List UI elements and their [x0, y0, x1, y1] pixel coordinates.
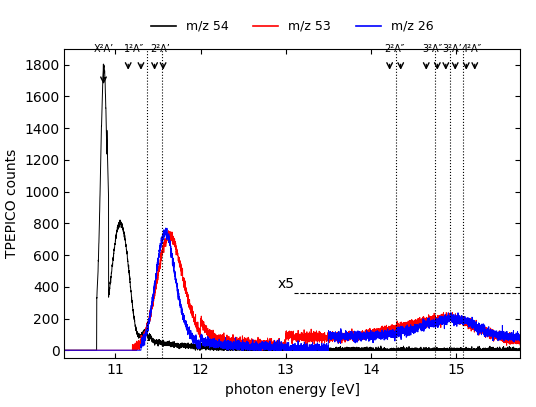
- Line: m/z 53: m/z 53: [64, 231, 520, 350]
- Line: m/z 26: m/z 26: [64, 228, 520, 350]
- m/z 54: [125, 263, 132, 267]
- Text: 2²A″: 2²A″: [384, 44, 405, 54]
- m/z 53: [165, 228, 172, 233]
- m/z 54: [61, 348, 68, 353]
- m/z 26: [125, 348, 132, 353]
- Text: x5: x5: [277, 277, 294, 291]
- m/z 53: [61, 348, 68, 353]
- Y-axis label: TPEPICO counts: TPEPICO counts: [5, 149, 19, 258]
- m/z 53: [323, 337, 330, 342]
- m/z 54: [426, 348, 432, 353]
- Text: X²A’: X²A’: [93, 44, 114, 54]
- X-axis label: photon energy [eV]: photon energy [eV]: [225, 383, 360, 396]
- m/z 53: [125, 348, 132, 353]
- m/z 53: [426, 318, 432, 323]
- Line: m/z 54: m/z 54: [64, 66, 520, 350]
- m/z 26: [271, 347, 278, 352]
- m/z 26: [61, 348, 68, 353]
- Text: 3²A″: 3²A″: [422, 44, 442, 54]
- m/z 54: [271, 346, 278, 351]
- m/z 26: [323, 348, 330, 353]
- m/z 54: [100, 63, 107, 68]
- m/z 26: [215, 345, 221, 350]
- m/z 26: [162, 225, 169, 230]
- m/z 54: [215, 348, 221, 352]
- m/z 26: [517, 339, 523, 344]
- m/z 54: [517, 348, 523, 352]
- m/z 54: [299, 346, 306, 351]
- m/z 26: [299, 348, 306, 353]
- Legend: m/z 54, m/z 53, m/z 26: m/z 54, m/z 53, m/z 26: [146, 15, 438, 38]
- m/z 53: [517, 342, 523, 347]
- m/z 26: [426, 323, 432, 328]
- Text: 3²A’: 3²A’: [442, 44, 461, 54]
- m/z 53: [299, 333, 306, 338]
- m/z 54: [323, 347, 330, 352]
- m/z 53: [215, 339, 221, 344]
- Text: 4²A″: 4²A″: [461, 44, 481, 54]
- Text: 1²A″: 1²A″: [124, 44, 144, 54]
- Text: 2²A’: 2²A’: [150, 44, 169, 54]
- m/z 53: [271, 342, 278, 347]
